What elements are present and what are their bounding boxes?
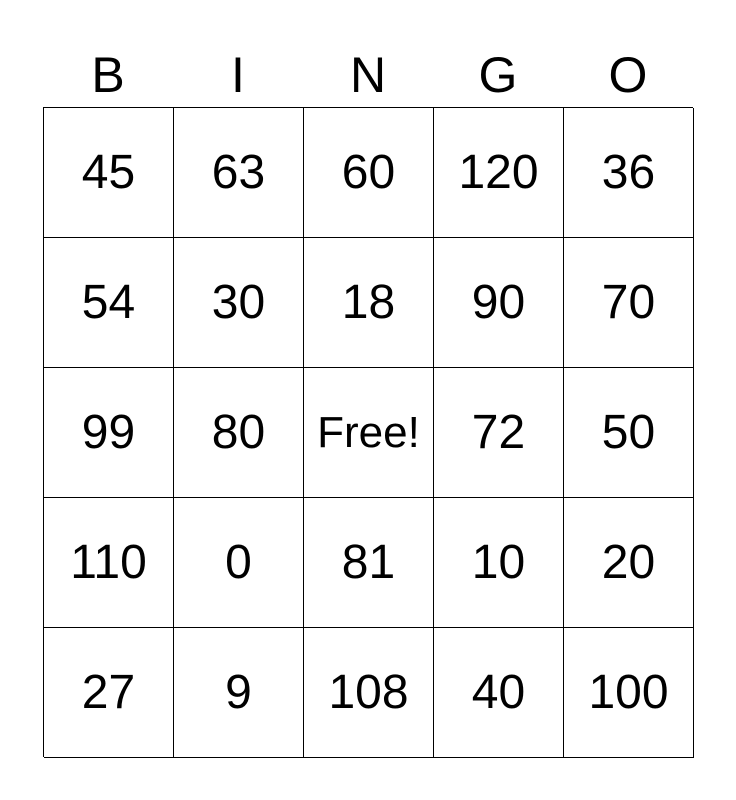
- bingo-cell[interactable]: 110: [44, 498, 174, 628]
- header-letter-i: I: [231, 47, 245, 103]
- header-letter-o: O: [608, 47, 648, 103]
- bingo-cell[interactable]: 60: [304, 108, 434, 238]
- free-space-cell[interactable]: Free!: [304, 368, 434, 498]
- bingo-cell[interactable]: 0: [174, 498, 304, 628]
- bingo-cell[interactable]: 20: [564, 498, 694, 628]
- bingo-cell[interactable]: 108: [304, 628, 434, 758]
- bingo-cell[interactable]: 40: [434, 628, 564, 758]
- bingo-cell[interactable]: 9: [174, 628, 304, 758]
- bingo-cell[interactable]: 72: [434, 368, 564, 498]
- bingo-cell[interactable]: 54: [44, 238, 174, 368]
- bingo-grid: 45 63 60 120 36 54 30 18 90 70 99 80 Free! 72 50 110 0 81…: [43, 107, 694, 758]
- bingo-cell[interactable]: 30: [174, 238, 304, 368]
- bingo-cell[interactable]: 36: [564, 108, 694, 238]
- bingo-cell[interactable]: 10: [434, 498, 564, 628]
- bingo-cell[interactable]: 70: [564, 238, 694, 368]
- bingo-cell[interactable]: 45: [44, 108, 174, 238]
- bingo-cell[interactable]: 80: [174, 368, 304, 498]
- bingo-cell[interactable]: 27: [44, 628, 174, 758]
- bingo-cell[interactable]: 120: [434, 108, 564, 238]
- header-letter-b: B: [91, 47, 125, 103]
- bingo-cell[interactable]: 50: [564, 368, 694, 498]
- header-letter-n: N: [349, 47, 387, 103]
- header-letter-g: G: [478, 47, 518, 103]
- bingo-cell[interactable]: 99: [44, 368, 174, 498]
- bingo-cell[interactable]: 63: [174, 108, 304, 238]
- bingo-cell[interactable]: 18: [304, 238, 434, 368]
- bingo-cell[interactable]: 81: [304, 498, 434, 628]
- bingo-cell[interactable]: 100: [564, 628, 694, 758]
- bingo-cell[interactable]: 90: [434, 238, 564, 368]
